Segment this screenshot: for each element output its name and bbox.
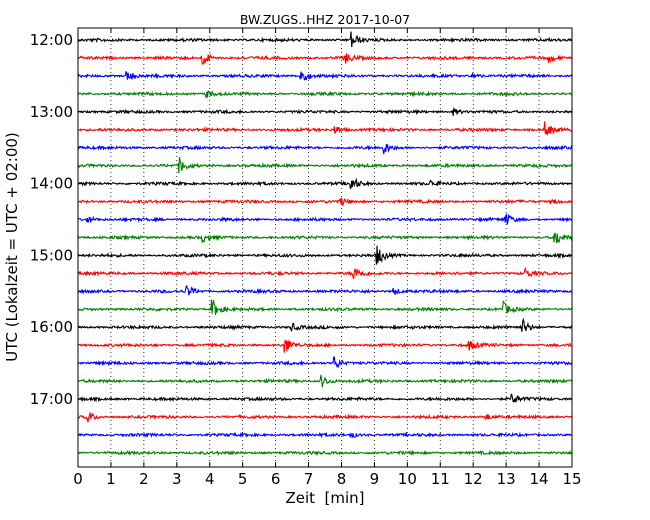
- trace-line: [77, 412, 573, 423]
- trace-line: [77, 232, 573, 244]
- trace-line: [77, 339, 573, 353]
- y-tick-label: 13:00: [30, 103, 73, 121]
- y-axis-label: UTC (Lokalzeit = UTC + 02:00): [3, 132, 21, 362]
- x-tick-label: 4: [205, 470, 215, 488]
- x-tick-label: 9: [370, 470, 380, 488]
- x-tick-label: 3: [172, 470, 182, 488]
- trace-line: [77, 107, 573, 116]
- x-tick-label: 1: [106, 470, 116, 488]
- trace-line: [77, 299, 573, 316]
- x-tick-label: 12: [464, 470, 483, 488]
- trace-line: [77, 31, 573, 48]
- x-tick-label: 0: [73, 470, 83, 488]
- trace-line: [77, 356, 573, 369]
- trace-line: [77, 393, 573, 403]
- x-axis-label: Zeit [min]: [285, 489, 364, 507]
- plot-frame: [77, 27, 573, 468]
- trace-line: [77, 449, 573, 457]
- trace-line: [77, 266, 573, 279]
- y-tick-label: 16:00: [30, 318, 73, 336]
- trace-line: [77, 431, 573, 439]
- trace-line: [77, 317, 573, 332]
- x-tick-label: 6: [271, 470, 281, 488]
- trace-line: [77, 71, 573, 81]
- x-tick-label: 13: [497, 470, 516, 488]
- trace-line: [77, 121, 573, 136]
- trace-line: [77, 156, 573, 174]
- trace-line: [77, 213, 573, 225]
- y-tick-label: 12:00: [30, 31, 73, 49]
- trace-line: [77, 53, 573, 65]
- trace-line: [77, 177, 573, 190]
- x-tick-label: 5: [238, 470, 248, 488]
- x-tick-label: 8: [337, 470, 347, 488]
- trace-line: [77, 374, 573, 388]
- x-axis: 0 1 2 3 4 5 6 7 8 9 10 11 12 13 14 15: [73, 28, 582, 488]
- trace-line: [77, 197, 573, 207]
- y-axis: 12:00 13:00 14:00 15:00 16:00 17:00: [30, 31, 572, 408]
- trace-line: [77, 143, 573, 155]
- trace-group: [77, 31, 573, 457]
- y-tick-label: 15:00: [30, 246, 73, 264]
- x-tick-label: 7: [304, 470, 314, 488]
- x-tick-label: 11: [431, 470, 450, 488]
- trace-line: [77, 245, 573, 265]
- y-tick-label: 17:00: [30, 390, 73, 408]
- trace-line: [77, 89, 573, 99]
- x-tick-label: 14: [530, 470, 549, 488]
- x-tick-label: 15: [562, 470, 581, 488]
- trace-line: [77, 285, 573, 296]
- chart-title: BW.ZUGS..HHZ 2017-10-07: [240, 12, 410, 27]
- y-tick-label: 14:00: [30, 175, 73, 193]
- x-tick-label: 2: [139, 470, 149, 488]
- x-tick-label: 10: [398, 470, 417, 488]
